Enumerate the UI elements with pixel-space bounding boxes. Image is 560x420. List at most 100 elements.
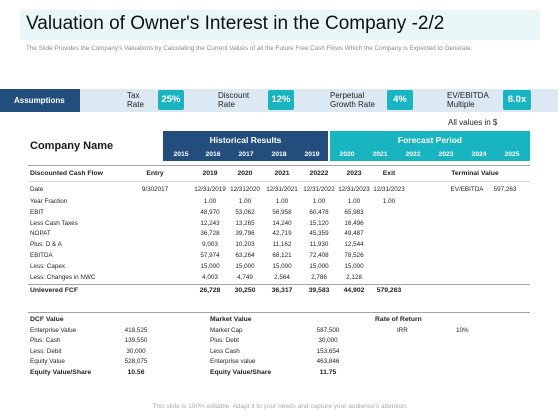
- row-value: 1.00: [275, 198, 289, 205]
- assumption-discount-label: Discount Rate: [218, 91, 249, 109]
- row-label: Less Cash Taxes: [30, 219, 78, 227]
- row-value: 60,478: [309, 208, 329, 216]
- row-value: 72,408: [309, 252, 329, 259]
- historical-year: 2017: [238, 151, 254, 158]
- rate-of-return-title: Rate of Return: [375, 316, 422, 323]
- date-cell: 12/31/2021: [266, 186, 298, 193]
- row-label: Year Fraction: [30, 198, 68, 205]
- row-value: 4,749: [237, 273, 253, 281]
- row-value: 13,265: [235, 219, 255, 227]
- row-value: 15,000: [200, 262, 220, 270]
- historical-year: 2019: [304, 151, 320, 158]
- row-label: EBITDA: [30, 252, 53, 259]
- assumption-label-line1: Tax: [127, 91, 140, 100]
- row-value: 15,000: [309, 262, 329, 270]
- row-value: 2,128: [346, 273, 362, 281]
- summary-label: Equity Value/Share: [30, 368, 92, 376]
- assumption-discount-value: 12%: [268, 90, 294, 110]
- row-value: 4,003: [202, 273, 218, 281]
- units-note: All values in $: [448, 118, 498, 127]
- forecast-year: 2023: [438, 151, 454, 158]
- summary-value: 10.56: [127, 368, 145, 376]
- forecast-year: 2025: [504, 151, 520, 158]
- date-cell: 12/31/2023: [338, 186, 370, 193]
- row-value: 44,902: [343, 287, 365, 295]
- row-label: Plus: D & A: [30, 241, 62, 249]
- dcf-header-year: 2020: [237, 170, 253, 177]
- row-value: 36,317: [271, 287, 293, 295]
- divider: [28, 283, 530, 285]
- title-bar: [20, 10, 540, 40]
- row-value: 11,930: [309, 241, 329, 249]
- row-value: 15,000: [344, 262, 364, 270]
- footer-note: This slide is 100% editable. Adapt it to…: [152, 403, 408, 410]
- assumption-label-line1: Perpetual: [330, 91, 365, 100]
- row-value: 65,983: [344, 208, 364, 216]
- dcf-header-year: 20222: [309, 170, 329, 177]
- row-value: 49,487: [344, 230, 364, 238]
- summary-value: 30,000: [318, 337, 338, 345]
- summary-label: Plus: Cash: [30, 337, 61, 345]
- row-value: 78,526: [344, 252, 364, 259]
- assumption-multiple-value: 8.0x: [503, 90, 531, 110]
- summary-value: 139,550: [124, 337, 148, 345]
- forecast-year: 2022: [405, 151, 421, 158]
- dcf-header-year: 2023: [346, 170, 362, 177]
- row-value: 16,496: [344, 219, 364, 227]
- row-value: 1.00: [382, 198, 396, 205]
- row-value: 1.00: [203, 198, 217, 205]
- row-value: 42,719: [272, 230, 292, 238]
- row-value: 39,583: [308, 287, 330, 295]
- row-value: 9,003: [202, 241, 218, 249]
- row-label: EBIT: [30, 208, 44, 216]
- forecast-title: Forecast Period: [397, 135, 463, 145]
- summary-label: Less Cash: [210, 347, 240, 355]
- summary-value: 528,075: [124, 358, 148, 366]
- date-cell: 12/31/2023: [373, 186, 405, 193]
- assumption-label-line2: Growth Rate: [330, 100, 375, 109]
- row-value: 48,970: [200, 208, 220, 216]
- summary-value: 153,654: [316, 347, 340, 355]
- date-cell: 12/31/2019: [194, 186, 226, 193]
- assumption-tax-value: 25%: [158, 90, 184, 110]
- row-label: Less: Changes in NWC: [30, 273, 96, 281]
- row-value: 15,000: [272, 262, 292, 270]
- historical-year: 2016: [205, 151, 221, 158]
- row-value: 45,359: [309, 230, 329, 238]
- company-name: Company Name: [30, 140, 114, 152]
- row-value: 57,974: [200, 252, 220, 259]
- irr-label: IRR: [397, 327, 408, 334]
- forecast-year: 2020: [339, 151, 355, 158]
- row-value: 1.00: [347, 198, 361, 205]
- irr-value: 10%: [456, 327, 469, 334]
- dcf-header-terminal: Terminal Value: [451, 170, 499, 177]
- row-value: 1.00: [238, 198, 252, 205]
- summary-label: Equity Value/Share: [210, 368, 272, 376]
- dcf-value-title: DCF Value: [30, 316, 64, 323]
- summary-label: Market Cap: [210, 327, 243, 334]
- row-value: 36,728: [200, 230, 220, 238]
- date-cell: 9/302017: [141, 186, 169, 193]
- row-value: 39,796: [235, 230, 255, 238]
- page-subtitle: The Slide Provides the Company's Valuati…: [26, 45, 473, 52]
- dcf-header-year: 2019: [202, 170, 218, 177]
- summary-value: 30,000: [126, 347, 146, 355]
- assumption-growth-label: Perpetual Growth Rate: [330, 91, 375, 109]
- assumption-label-line2: Rate: [218, 100, 235, 109]
- summary-label: Plus: Debt: [210, 337, 240, 345]
- summary-label: Equity Value: [30, 358, 65, 366]
- summary-value: 418,525: [124, 327, 148, 334]
- date-cell: 12/312020: [230, 186, 260, 193]
- row-value: 63,264: [235, 252, 255, 259]
- historical-year: 2015: [173, 151, 189, 158]
- summary-value: 587,500: [316, 327, 340, 334]
- historical-header: Historical Results 2015 2016 2017 2018 2…: [163, 131, 328, 161]
- row-label: Less: Capex: [30, 262, 66, 270]
- row-label: NOPAT: [30, 230, 51, 238]
- row-value: 2,564: [274, 273, 290, 281]
- summary-label: Less: Debit: [30, 347, 62, 355]
- row-value: 12,544: [344, 241, 364, 249]
- forecast-year: 2024: [471, 151, 487, 158]
- market-value-title: Market Value: [210, 316, 252, 323]
- row-value: 14,240: [272, 219, 292, 227]
